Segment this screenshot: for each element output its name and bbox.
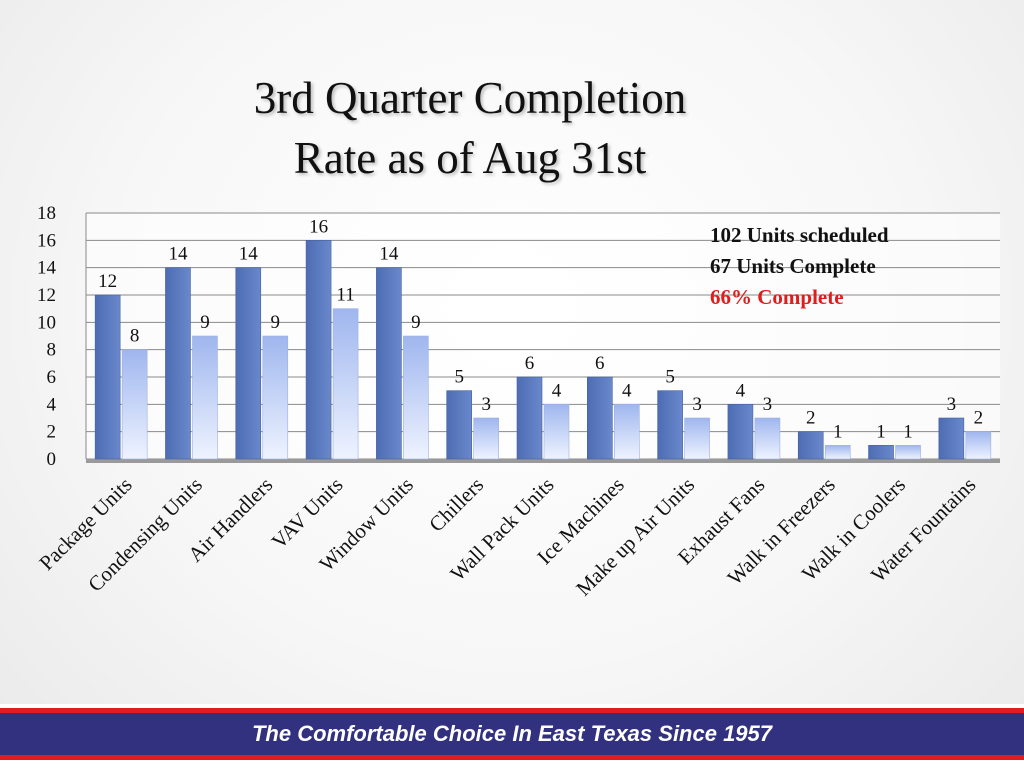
bar-scheduled	[868, 445, 894, 460]
data-label: 6	[525, 353, 535, 374]
units-complete-text: 67 Units Complete	[710, 254, 876, 278]
bar-scheduled	[235, 267, 262, 460]
bar-scheduled	[587, 376, 613, 460]
bar-complete	[684, 417, 710, 460]
bar-scheduled	[797, 431, 824, 460]
chart-title-line1: 3rd Quarter Completion	[253, 73, 687, 123]
bar-complete	[824, 445, 851, 460]
y-tick-label: 18	[37, 203, 56, 224]
bar-complete	[754, 417, 781, 460]
bar-scheduled	[305, 240, 332, 460]
data-label: 14	[379, 244, 399, 265]
y-tick-label: 0	[47, 449, 57, 470]
data-label: 1	[903, 421, 913, 442]
percent-complete-text: 66% Complete	[710, 285, 844, 309]
bar-scheduled	[516, 376, 543, 460]
y-tick-label: 6	[47, 367, 57, 388]
summary-note: 102 Units scheduled 67 Units Complete 66…	[710, 220, 889, 313]
x-category-label: Chillers	[424, 473, 488, 537]
data-label: 14	[168, 244, 188, 265]
y-tick-label: 10	[37, 312, 56, 333]
data-label: 2	[806, 408, 816, 429]
bar-scheduled	[938, 417, 965, 460]
data-label: 9	[200, 312, 210, 333]
bar-scheduled	[376, 267, 402, 460]
bar-scheduled	[94, 294, 121, 460]
data-label: 11	[336, 285, 354, 306]
data-label: 1	[876, 421, 886, 442]
data-label: 3	[692, 394, 702, 415]
bar-complete	[262, 335, 289, 460]
y-tick-label: 2	[47, 422, 57, 443]
bar-complete	[332, 308, 359, 460]
data-label: 12	[98, 271, 117, 292]
data-label: 6	[595, 353, 605, 374]
bar-complete	[121, 349, 148, 460]
bar-complete	[403, 335, 429, 460]
data-label: 1	[833, 421, 843, 442]
data-label: 8	[130, 326, 140, 347]
y-tick-label: 4	[47, 394, 57, 415]
data-label: 14	[239, 244, 259, 265]
bar-scheduled	[727, 404, 754, 460]
data-label: 2	[974, 408, 984, 429]
bar-complete	[614, 404, 640, 460]
footer-banner: The Comfortable Choice In East Texas Sin…	[0, 704, 1024, 768]
chart-title: 3rd Quarter Completion Rate as of Aug 31…	[0, 68, 940, 188]
data-label: 4	[552, 380, 562, 401]
data-label: 5	[454, 367, 464, 388]
footer-band	[0, 708, 1024, 760]
bar-scheduled	[657, 390, 683, 460]
bar-complete	[192, 335, 218, 460]
bar-complete	[895, 445, 921, 460]
data-label: 3	[947, 394, 957, 415]
data-label: 3	[763, 394, 773, 415]
y-tick-label: 14	[37, 258, 57, 279]
data-label: 4	[736, 380, 746, 401]
data-label: 4	[622, 380, 632, 401]
bar-complete	[965, 431, 992, 460]
data-label: 3	[481, 394, 491, 415]
y-tick-label: 16	[37, 230, 56, 251]
bar-complete	[543, 404, 570, 460]
data-label: 16	[309, 216, 328, 237]
x-axis-floor	[86, 459, 1000, 463]
bar-scheduled	[165, 267, 191, 460]
x-category-label: Make up Air Units	[571, 473, 699, 601]
y-tick-label: 8	[47, 340, 57, 361]
data-label: 9	[271, 312, 281, 333]
bar-complete	[473, 417, 499, 460]
units-scheduled-text: 102 Units scheduled	[710, 223, 889, 247]
data-label: 5	[665, 367, 675, 388]
footer-tagline: The Comfortable Choice In East Texas Sin…	[251, 721, 773, 746]
data-label: 9	[411, 312, 421, 333]
bar-scheduled	[446, 390, 472, 460]
chart-title-line2: Rate as of Aug 31st	[293, 133, 647, 183]
y-tick-label: 12	[37, 285, 56, 306]
